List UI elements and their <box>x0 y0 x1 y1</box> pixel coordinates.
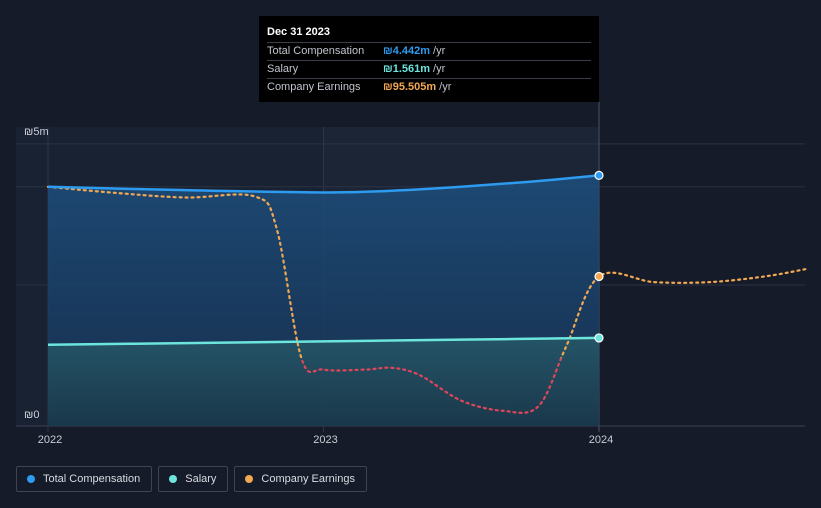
y-tick-label: ₪0 <box>24 409 39 421</box>
markers <box>594 170 604 343</box>
salary-area <box>48 337 599 426</box>
tooltip: Dec 31 2023 Total Compensation ₪4.442m /… <box>259 16 599 102</box>
x-tick-label: 2023 <box>313 434 337 446</box>
areas <box>48 175 599 426</box>
series-marker <box>594 170 604 181</box>
tooltip-value: ₪1.561m <box>383 63 431 75</box>
legend-item-salary[interactable]: Salary <box>158 466 229 492</box>
tooltip-unit: /yr <box>433 45 446 57</box>
tooltip-value: ₪4.442m <box>383 45 431 57</box>
tooltip-row-salary: Salary ₪1.561m /yr <box>267 60 591 78</box>
tooltip-row-total-compensation: Total Compensation ₪4.442m /yr <box>267 42 591 60</box>
tooltip-label: Company Earnings <box>267 81 361 93</box>
salary-line <box>47 336 600 347</box>
legend-label: Salary <box>185 473 217 485</box>
legend: Total Compensation Salary Company Earnin… <box>16 466 367 492</box>
legend-label: Total Compensation <box>43 473 141 485</box>
tooltip-label: Total Compensation <box>267 45 365 57</box>
x-tick-label: 2024 <box>589 434 613 446</box>
company-earnings-line <box>46 185 807 359</box>
legend-dot-icon <box>27 475 35 483</box>
legend-label: Company Earnings <box>261 473 355 485</box>
legend-dot-icon <box>169 475 178 483</box>
x-tick-label: 2022 <box>38 434 62 446</box>
tooltip-row-company-earnings: Company Earnings ₪95.505m /yr <box>267 78 591 96</box>
legend-dot-icon <box>245 475 254 483</box>
series-marker <box>594 271 604 282</box>
company-earnings-line-low <box>300 358 563 414</box>
series-marker <box>594 333 604 343</box>
lines <box>46 174 807 414</box>
legend-item-total-compensation[interactable]: Total Compensation <box>16 466 153 492</box>
tooltip-date: Dec 31 2023 <box>267 26 330 38</box>
tooltip-value: ₪95.505m <box>383 81 437 93</box>
y-tick-label: ₪5m <box>24 126 49 138</box>
legend-item-company-earnings[interactable]: Company Earnings <box>234 466 367 492</box>
tooltip-unit: /yr <box>439 81 452 93</box>
tooltip-unit: /yr <box>433 63 446 75</box>
tooltip-label: Salary <box>267 63 299 75</box>
total-compensation-line <box>47 174 600 194</box>
axes: ₪0 ₪5m 2022 2023 2024 <box>24 126 613 446</box>
